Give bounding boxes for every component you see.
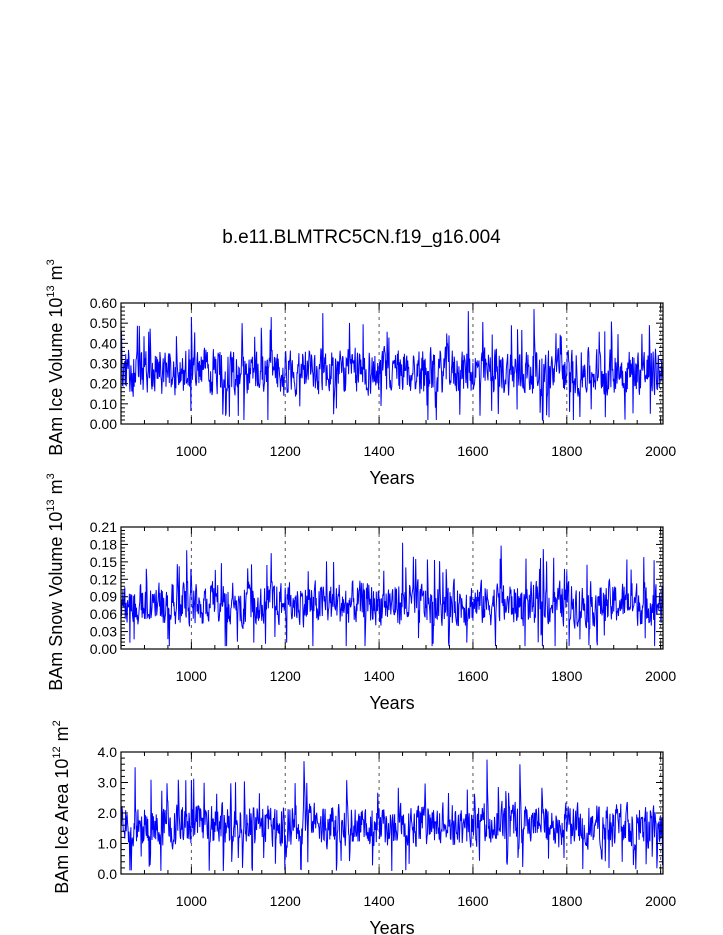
y-tick-label: 0.00: [90, 416, 117, 432]
x-tick-label: 1000: [176, 893, 207, 909]
plot-3: 1000 1200 1400 1600 1800 2000 0.0 1.0 2.0 3.0 4.0 Y…: [51, 720, 676, 935]
y-tick-label: 0.12: [90, 571, 117, 587]
x-tick-label: 1400: [364, 668, 395, 684]
y-tick-label: 0.10: [90, 396, 117, 412]
y-axis-title-superscript: 13: [45, 499, 57, 511]
y-axis-title: BAm Ice Volume 1013 m3: [45, 259, 66, 455]
x-tick-label: 1000: [176, 443, 207, 459]
y-axis-title-text: BAm Ice Area 10: [52, 759, 72, 894]
plot-2: 1000 1200 1400 1600 1800 2000 0.000.03 0.060.09…: [45, 473, 676, 713]
x-tick-label: 1200: [270, 668, 301, 684]
y-tick-label: 3.0: [98, 775, 118, 791]
chart-title: b.e11.BLMTRC5CN.f19_g16.004: [222, 227, 501, 248]
y-tick-label: 0.30: [90, 356, 117, 372]
y-axis-title-text: m: [46, 479, 66, 499]
x-tick-label: 1800: [551, 443, 582, 459]
x-tick-label: 1600: [457, 893, 488, 909]
x-tick-label: 1600: [457, 668, 488, 684]
y-axis-title-text: BAm Ice Volume 10: [46, 298, 66, 456]
y-tick-label: 0.50: [90, 315, 117, 331]
y-axis-title: BAm Ice Area 1012 m2: [51, 720, 72, 893]
y-tick-label: 0.09: [90, 589, 117, 605]
y-axis-title: BAm Snow Volume 1013 m3: [45, 473, 66, 690]
series-line: [120, 309, 664, 421]
x-axis-title: Years: [369, 918, 414, 935]
y-tick-label: 0.03: [90, 624, 117, 640]
x-tick-label: 1200: [270, 893, 301, 909]
y-axis-title-superscript: 13: [45, 285, 57, 297]
y-tick-label: 2.0: [98, 805, 118, 821]
x-tick-label: 1400: [364, 443, 395, 459]
y-tick-label: 0.06: [90, 606, 117, 622]
x-tick-label: 2000: [645, 443, 676, 459]
x-tick-label: 1600: [457, 443, 488, 459]
y-tick-label: 0.60: [90, 295, 117, 311]
y-axis-title-superscript: 2: [51, 720, 63, 726]
y-tick-label: 0.0: [98, 866, 118, 882]
plot-1: 1000 1200 1400 1600 1800 2000 0.00 0.10 0.20 0.30…: [45, 259, 676, 488]
x-tick-label: 2000: [645, 893, 676, 909]
y-tick-label: 0.00: [90, 641, 117, 657]
y-tick-label: 0.20: [90, 376, 117, 392]
x-tick-label: 1800: [551, 893, 582, 909]
y-axis-title-text: m: [52, 726, 72, 746]
x-tick-label: 1400: [364, 893, 395, 909]
y-tick-label: 0.21: [90, 519, 117, 535]
x-tick-label: 1000: [176, 668, 207, 684]
y-axis-title-superscript: 12: [51, 746, 63, 758]
x-axis-title: Years: [369, 468, 414, 488]
y-axis-title-superscript: 3: [45, 259, 57, 265]
y-axis-title-text: m: [46, 265, 66, 285]
y-axis-title-text: BAm Snow Volume 10: [46, 512, 66, 691]
x-tick-label: 1200: [270, 443, 301, 459]
plot-frame: [120, 526, 664, 650]
series-line: [120, 542, 664, 647]
x-axis-title: Years: [369, 693, 414, 713]
x-tick-label: 2000: [645, 668, 676, 684]
y-tick-label: 0.40: [90, 335, 117, 351]
y-tick-label: 0.15: [90, 554, 117, 570]
y-tick-label: 0.18: [90, 536, 117, 552]
y-tick-label: 4.0: [98, 744, 118, 760]
x-tick-label: 1800: [551, 668, 582, 684]
series-line: [120, 759, 664, 872]
y-tick-label: 1.0: [98, 836, 118, 852]
y-axis-title-superscript: 3: [45, 473, 57, 479]
